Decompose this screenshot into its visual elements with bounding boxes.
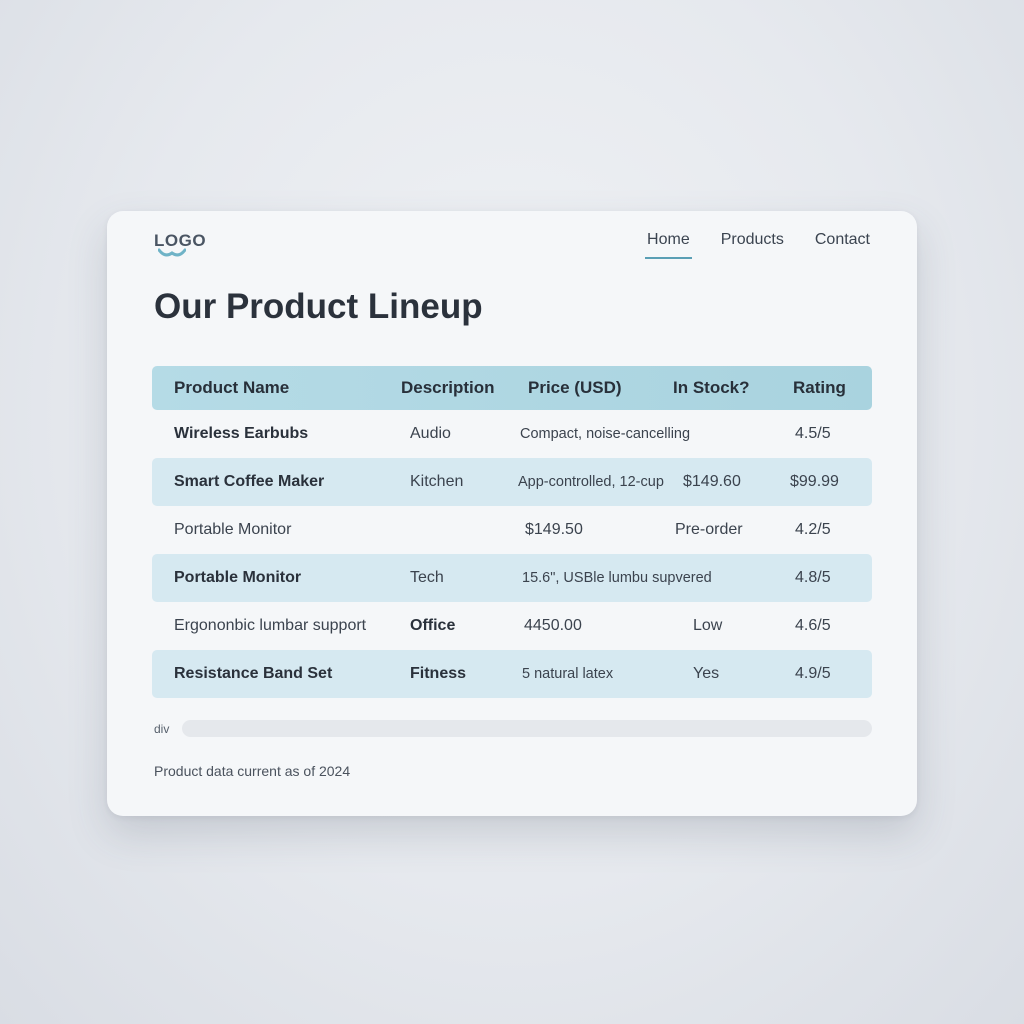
scrollbar-track[interactable] [182,720,872,737]
table-row[interactable]: Ergononbic lumbar support Office 4450.00… [152,602,872,650]
product-card: LOGO Home Products Contact Our Product L… [107,211,917,816]
table-row[interactable]: Resistance Band Set Fitness 5 natural la… [152,650,872,698]
rating-cell: 4.8/5 [795,569,831,586]
description-cell: Office [410,617,456,634]
horizontal-scrollbar[interactable]: div [154,719,872,739]
logo-text: LOGO [154,231,207,250]
table-row[interactable]: Wireless Earbubs Audio Compact, noise-ca… [152,410,872,458]
product-name-cell: Portable Monitor [174,521,292,538]
product-name-cell: Smart Coffee Maker [174,473,325,490]
description-cell: Fitness [410,665,467,682]
rating-cell: 4.2/5 [795,521,831,538]
scrollbar-label: div [154,722,170,736]
price-cell: 5 natural latex [522,666,614,682]
product-name-cell: Resistance Band Set [174,665,333,682]
price-cell: App-controlled, 12-cup [518,474,664,490]
stock-cell: Pre-order [675,521,743,538]
description-cell: Tech [410,569,444,586]
logo[interactable]: LOGO [154,231,210,263]
description-cell: Kitchen [410,473,464,490]
price-cell: Compact, noise-cancelling [520,426,691,442]
table-row[interactable]: Portable Monitor Tech 15.6", USBle lumbu… [152,554,872,602]
column-header-rating[interactable]: Rating [793,378,846,397]
rating-cell: 4.5/5 [795,425,831,442]
rating-cell: 4.6/5 [795,617,831,634]
nav-contact[interactable]: Contact [814,231,870,248]
stock-cell: Low [693,617,723,634]
column-header-product-name[interactable]: Product Name [174,378,290,397]
rating-cell: $99.99 [790,473,839,490]
column-header-description[interactable]: Description [401,378,495,397]
product-name-cell: Portable Monitor [174,569,302,586]
product-name-cell: Wireless Earbubs [174,425,309,442]
price-cell: 4450.00 [524,617,582,634]
column-header-in-stock[interactable]: In Stock? [673,378,750,397]
table-row[interactable]: Smart Coffee Maker Kitchen App-controlle… [152,458,872,506]
price-cell: $149.50 [525,521,583,538]
top-nav: Home Products Contact [645,231,870,259]
table-row[interactable]: Portable Monitor $149.50 Pre-order 4.2/5 [152,506,872,554]
column-header-price[interactable]: Price (USD) [528,378,622,397]
product-table: Product Name Description Price (USD) In … [152,366,872,698]
nav-home[interactable]: Home [645,231,692,259]
page-title: Our Product Lineup [154,287,483,326]
rating-cell: 4.9/5 [795,665,831,682]
logo-wave-icon [158,248,186,257]
stock-cell: $149.60 [683,473,741,490]
nav-products[interactable]: Products [720,231,784,248]
product-name-cell: Ergononbic lumbar support [174,617,367,634]
stock-cell: Yes [693,665,720,682]
table-header-row: Product Name Description Price (USD) In … [152,366,872,410]
footnote: Product data current as of 2024 [154,763,351,779]
price-cell: 15.6", USBle lumbu supvered [522,570,712,586]
description-cell: Audio [410,425,451,442]
